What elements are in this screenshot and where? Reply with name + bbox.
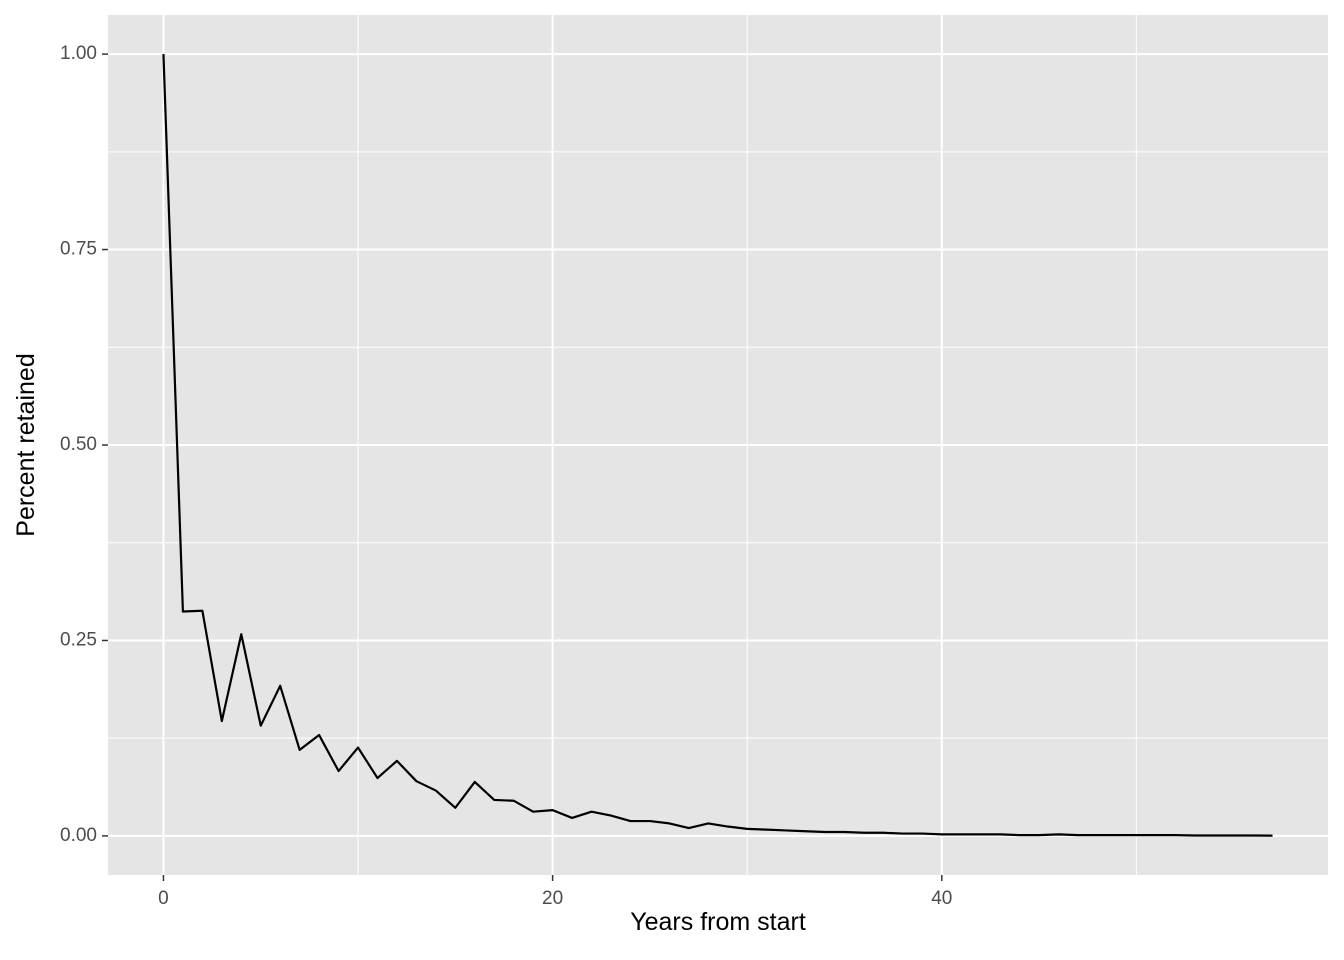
x-tick-label: 20 xyxy=(542,888,563,909)
y-tick-label: 1.00 xyxy=(60,43,97,64)
y-tick-label: 0.00 xyxy=(60,825,97,846)
line xyxy=(162,54,1273,837)
y-axis-title: Percent retained xyxy=(12,353,40,536)
x-axis-title: Years from start xyxy=(630,908,806,936)
y-tick-label: 0.50 xyxy=(60,434,97,455)
x-tick-label: 0 xyxy=(158,888,169,909)
x-tick-label: 40 xyxy=(931,888,952,909)
y-tick-label: 0.25 xyxy=(60,629,97,650)
y-tick-label: 0.75 xyxy=(60,239,97,260)
